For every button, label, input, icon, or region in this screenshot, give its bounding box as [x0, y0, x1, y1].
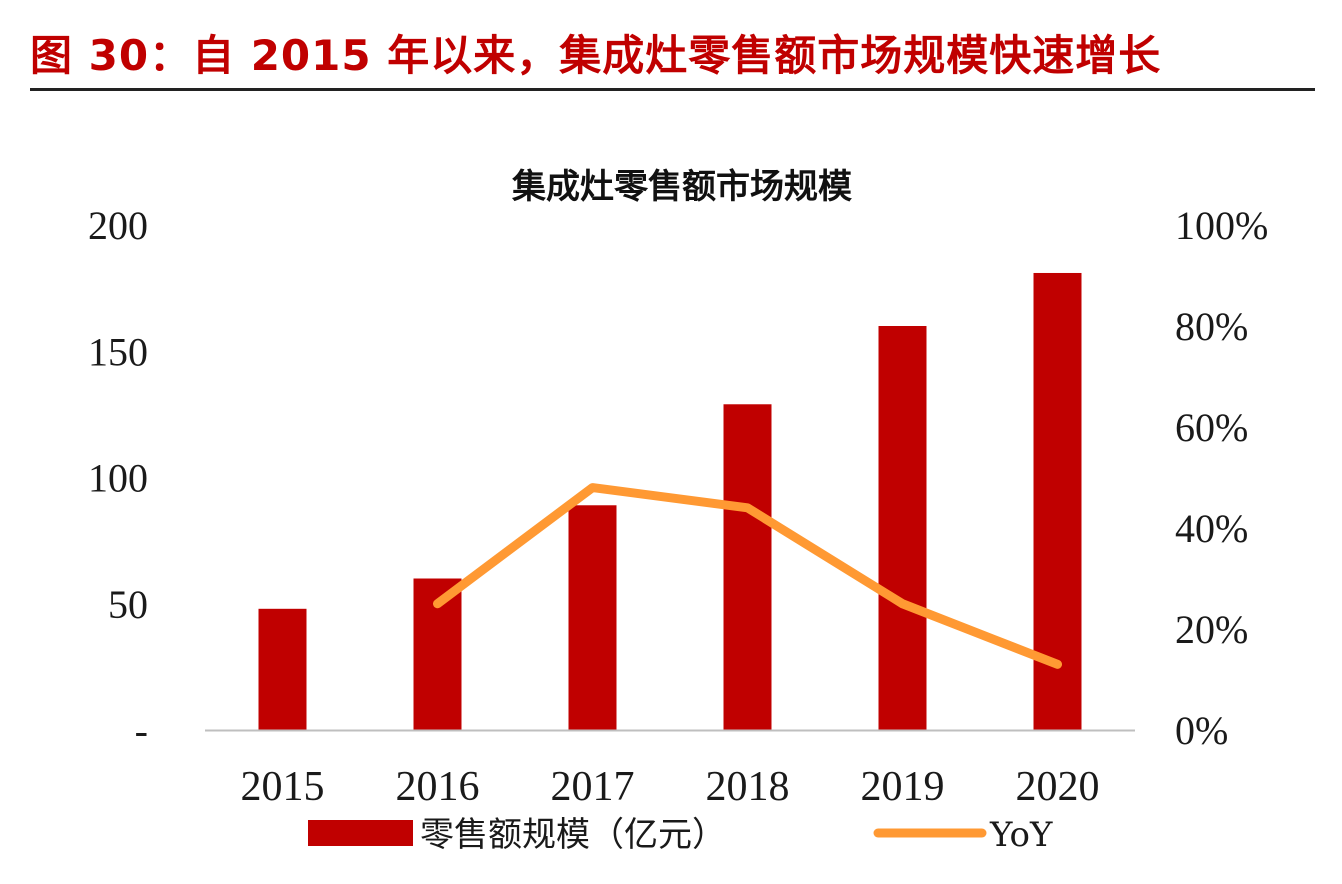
left-tick-label: 200: [88, 203, 148, 248]
yoy-point-2019: [901, 602, 904, 605]
yoy-point-2017: [591, 486, 594, 489]
right-tick-label: 0%: [1175, 708, 1228, 753]
x-tick-label: 2017: [551, 764, 635, 810]
chart-title: 集成灶零售额市场规模: [511, 167, 852, 207]
bar-2018: [723, 404, 772, 730]
x-axis: 2015 2016 2017 2018 2019 2020: [241, 764, 1100, 810]
figure-header: 图 30：自 2015 年以来，集成灶零售额市场规模快速增长: [30, 14, 1315, 91]
legend: 零售额规模（亿元） YoY: [308, 815, 1053, 855]
x-tick-label: 2019: [861, 764, 945, 810]
right-tick-label: 80%: [1175, 304, 1248, 349]
left-tick-label: -: [135, 708, 148, 753]
bar-2019: [878, 326, 927, 730]
bar-2015: [258, 608, 307, 730]
x-tick-label: 2018: [706, 764, 790, 810]
right-tick-label: 60%: [1175, 405, 1248, 450]
figure-heading: 图 30：自 2015 年以来，集成灶零售额市场规模快速增长: [30, 31, 1162, 80]
left-tick-label: 100: [88, 456, 148, 501]
x-tick-label: 2016: [396, 764, 480, 810]
right-tick-label: 20%: [1175, 607, 1248, 652]
left-tick-label: 150: [88, 329, 148, 374]
yoy-point-2016: [436, 602, 439, 605]
right-tick-label: 40%: [1175, 506, 1248, 551]
legend-label-bar: 零售额规模（亿元）: [420, 815, 726, 855]
header-divider: [30, 88, 1315, 91]
plot-area: [205, 272, 1135, 732]
x-tick-label: 2020: [1016, 764, 1100, 810]
left-tick-label: 50: [108, 582, 148, 627]
left-axis: - 50 100 150 200: [88, 203, 148, 753]
x-tick-label: 2015: [241, 764, 325, 810]
legend-label-line: YoY: [989, 815, 1053, 855]
yoy-point-2018: [746, 506, 749, 509]
right-tick-label: 100%: [1175, 203, 1268, 248]
legend-swatch-bar: [308, 820, 413, 846]
bar-2017: [568, 505, 617, 730]
right-axis: 0% 20% 40% 60% 80% 100%: [1175, 203, 1268, 753]
yoy-point-2020: [1056, 663, 1059, 666]
